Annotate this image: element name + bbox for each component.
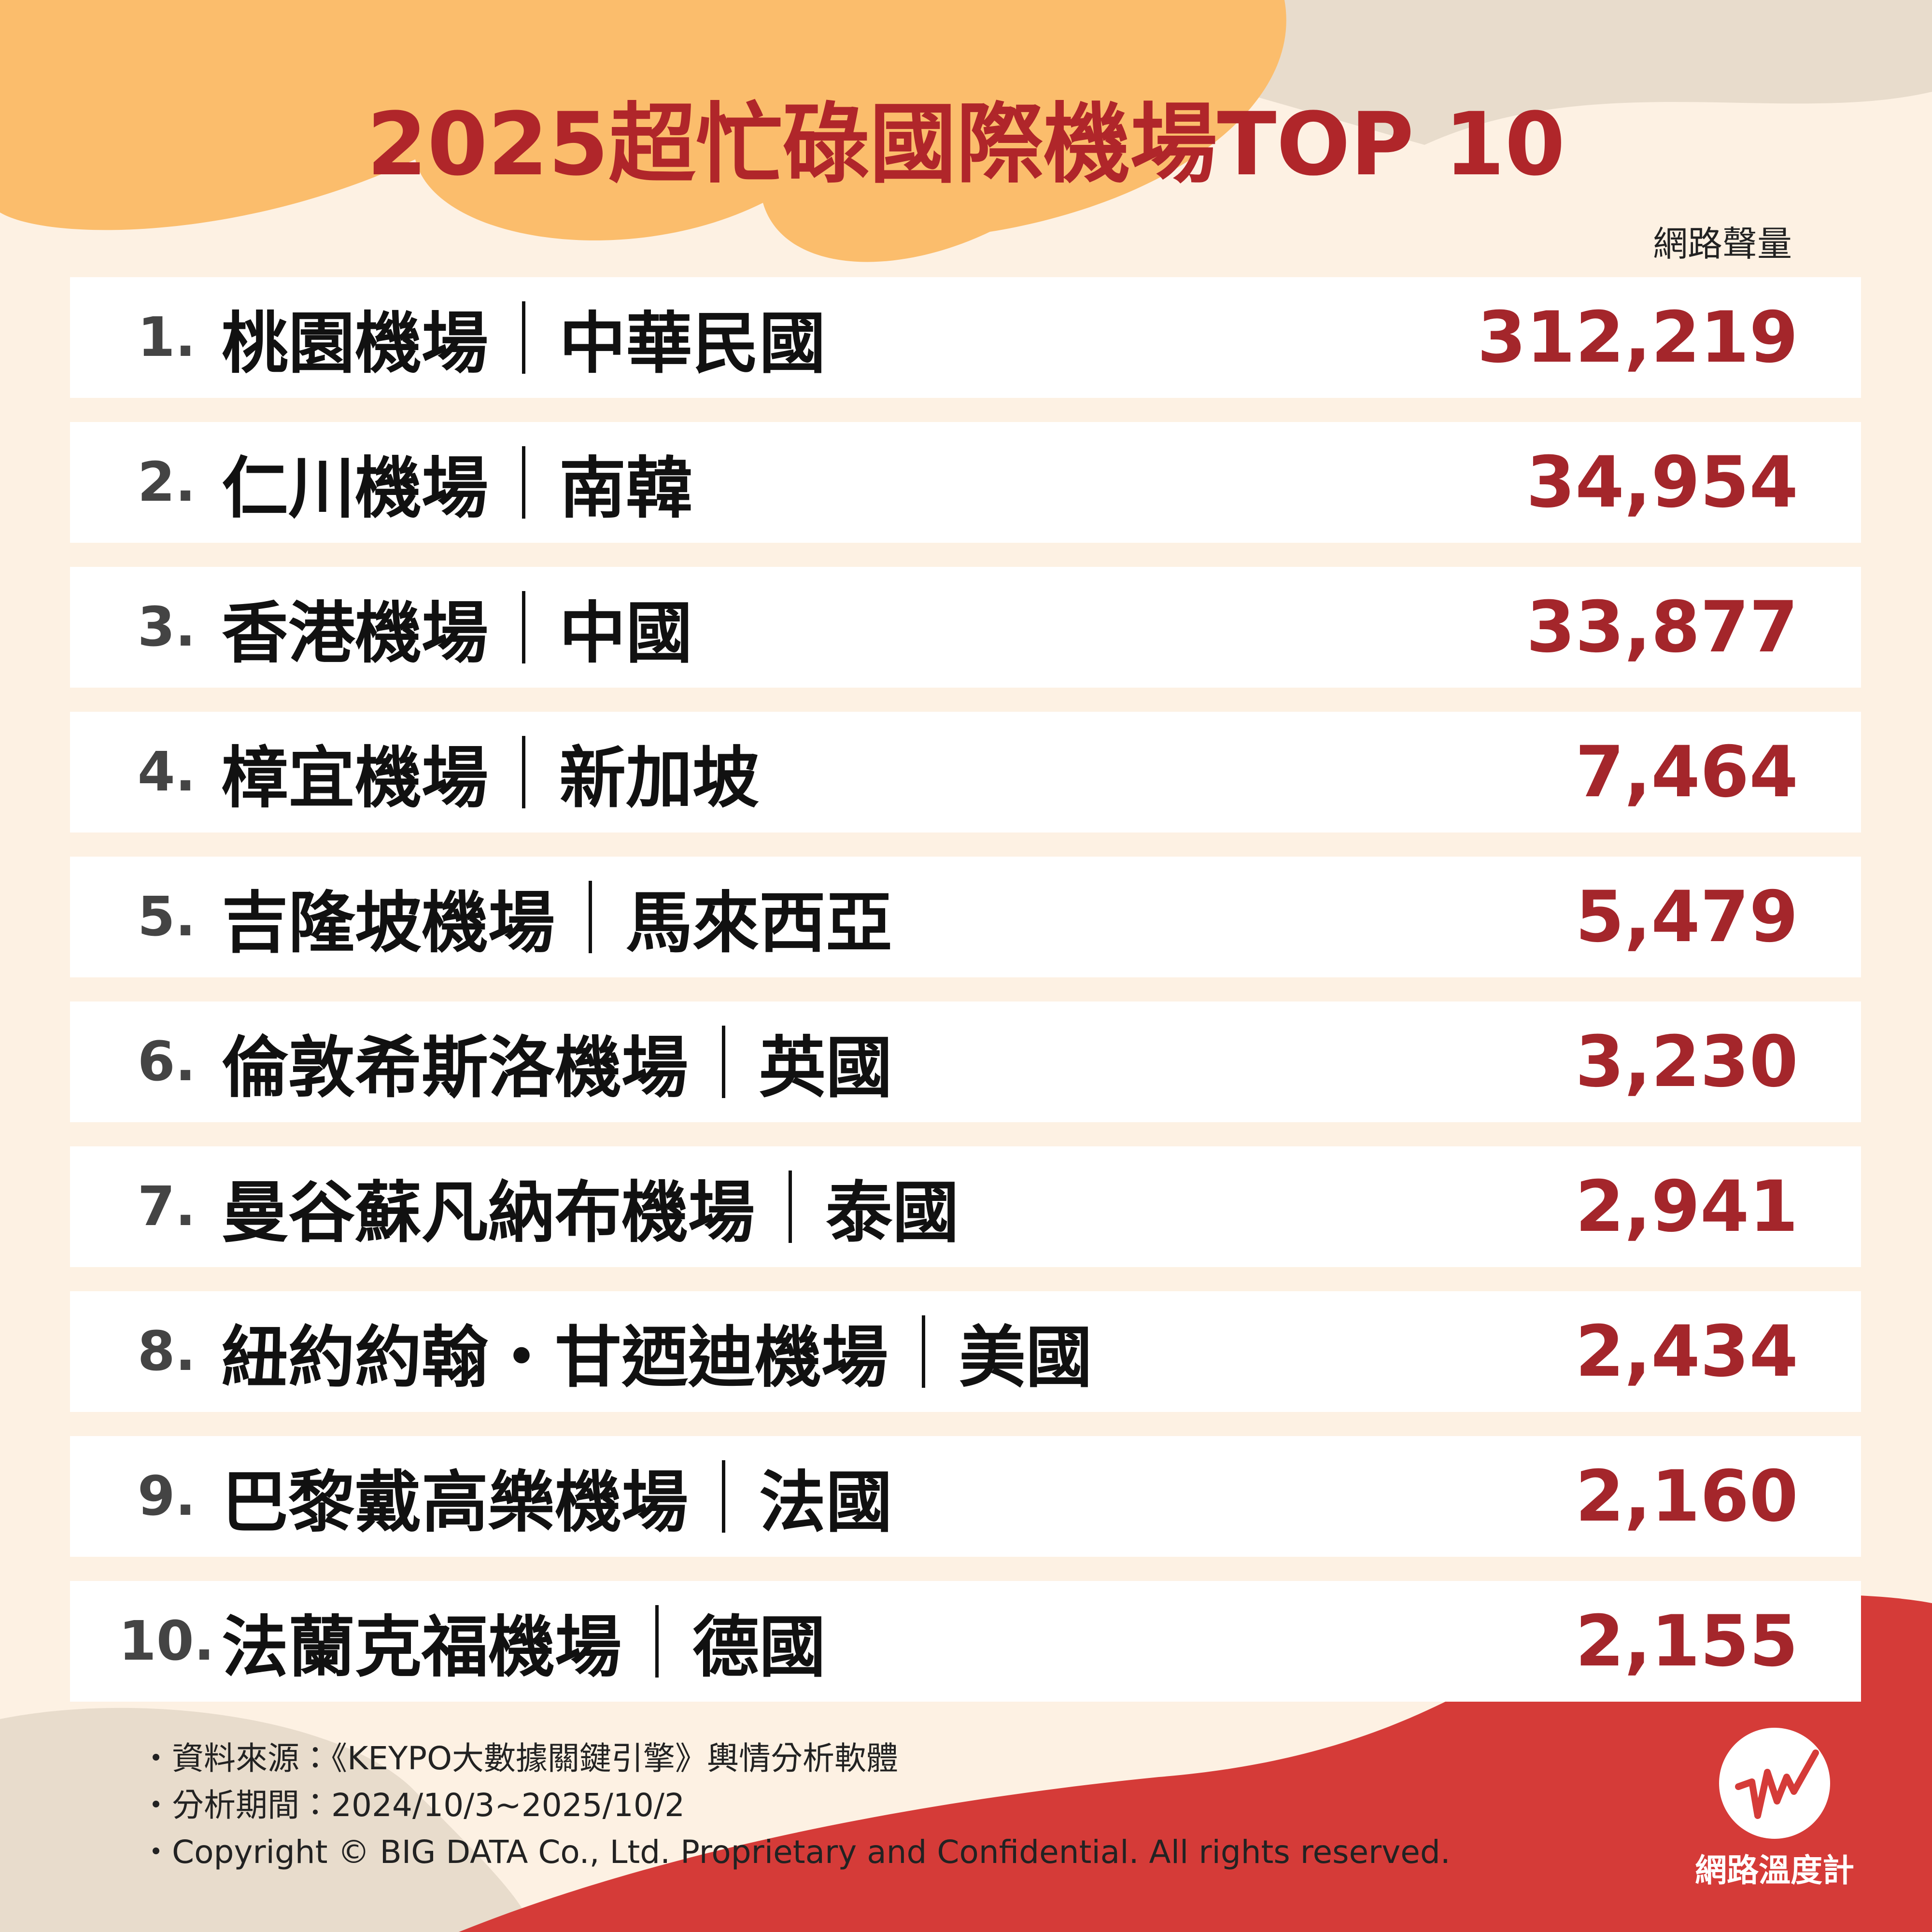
ranking-row: 7. 曼谷蘇凡納布機場 泰國 2,941 (70, 1146, 1861, 1267)
rank: 7. (137, 1175, 196, 1238)
airport-name: 桃園機場 中華民國 (222, 277, 826, 398)
separator (522, 446, 526, 519)
ranking-row: 10. 法蘭克福機場 德國 2,155 (70, 1581, 1861, 1702)
volume: 2,155 (1575, 1600, 1798, 1682)
volume: 2,160 (1575, 1455, 1798, 1537)
country: 中國 (559, 594, 693, 672)
country: 新加坡 (559, 739, 760, 817)
rank: 3. (137, 596, 196, 659)
logo-zigzag (1735, 1749, 1819, 1819)
country: 英國 (759, 1029, 893, 1107)
rank: 2. (137, 451, 196, 514)
airport-name: 法蘭克福機場 德國 (222, 1581, 826, 1702)
orange-blob (0, 0, 1286, 262)
airport-name: 仁川機場 南韓 (222, 422, 692, 543)
volume: 312,219 (1477, 296, 1798, 379)
airport: 吉隆坡機場 (222, 884, 555, 962)
ranking-row: 8. 紐約約翰・甘迺迪機場 美國 2,434 (70, 1291, 1861, 1412)
country: 南韓 (559, 450, 693, 527)
airport-name: 巴黎戴高樂機場 法國 (222, 1436, 892, 1557)
airport: 曼谷蘇凡納布機場 (222, 1174, 755, 1252)
ranking-row: 9. 巴黎戴高樂機場 法國 2,160 (70, 1436, 1861, 1557)
ranking-row: 6. 倫敦希斯洛機場 英國 3,230 (70, 1001, 1861, 1122)
volume: 34,954 (1526, 441, 1798, 523)
airport: 巴黎戴高樂機場 (222, 1464, 689, 1541)
volume: 7,464 (1575, 731, 1798, 813)
separator (789, 1170, 792, 1243)
footer-note: Copyright © BIG DATA Co., Ltd. Proprieta… (140, 1831, 1451, 1874)
separator (722, 1026, 726, 1098)
volume: 5,479 (1575, 876, 1798, 958)
country: 德國 (692, 1608, 826, 1686)
ranking-row: 3. 香港機場 中國 33,877 (70, 567, 1861, 688)
airport-name: 曼谷蘇凡納布機場 泰國 (222, 1146, 959, 1267)
airport: 樟宜機場 (222, 739, 489, 817)
separator (655, 1605, 659, 1678)
separator (722, 1460, 726, 1533)
airport: 倫敦希斯洛機場 (222, 1029, 689, 1107)
country: 法國 (759, 1464, 893, 1541)
volume: 2,941 (1575, 1166, 1798, 1248)
volume: 33,877 (1526, 586, 1798, 668)
separator (922, 1315, 926, 1388)
separator (589, 881, 592, 953)
airport: 紐約約翰・甘迺迪機場 (222, 1319, 888, 1396)
volume: 3,230 (1575, 1021, 1798, 1103)
rank: 8. (137, 1320, 196, 1383)
logo-label: 網路溫度計 (1695, 1852, 1854, 1889)
rank: 10. (118, 1610, 215, 1673)
ranking-row: 2. 仁川機場 南韓 34,954 (70, 422, 1861, 543)
airport-name: 紐約約翰・甘迺迪機場 美國 (222, 1291, 1092, 1412)
separator (522, 736, 526, 808)
airport: 桃園機場 (222, 305, 489, 382)
column-header: 網路聲量 (1652, 224, 1792, 264)
airport: 法蘭克福機場 (222, 1608, 622, 1686)
country: 泰國 (826, 1174, 959, 1252)
ranking-row: 4. 樟宜機場 新加坡 7,464 (70, 712, 1861, 832)
separator (522, 591, 526, 663)
country: 中華民國 (559, 305, 826, 382)
rank: 5. (137, 886, 196, 948)
airport-name: 樟宜機場 新加坡 (222, 712, 759, 832)
separator (522, 301, 526, 374)
rank: 6. (137, 1030, 196, 1093)
country: 美國 (959, 1319, 1093, 1396)
ranking-row: 5. 吉隆坡機場 馬來西亞 5,479 (70, 857, 1861, 977)
airport-name: 吉隆坡機場 馬來西亞 (222, 857, 892, 977)
volume: 2,434 (1575, 1311, 1798, 1393)
rank: 4. (137, 741, 196, 804)
airport-name: 倫敦希斯洛機場 英國 (222, 1001, 892, 1122)
footer-note: 資料來源：《KEYPO大數據關鍵引擎》輿情分析軟體 (140, 1737, 898, 1780)
rank: 9. (137, 1465, 196, 1528)
airport: 香港機場 (222, 594, 489, 672)
airport: 仁川機場 (222, 450, 489, 527)
ranking-row: 1. 桃園機場 中華民國 312,219 (70, 277, 1861, 398)
footer-note: 分析期間：2024/10/3~2025/10/2 (140, 1784, 685, 1827)
beige-blob (1255, 0, 1932, 145)
title: 2025超忙碌國際機場TOP 10 (367, 94, 1565, 195)
country: 馬來西亞 (626, 884, 893, 962)
airport-name: 香港機場 中國 (222, 567, 692, 688)
rank: 1. (137, 306, 196, 369)
